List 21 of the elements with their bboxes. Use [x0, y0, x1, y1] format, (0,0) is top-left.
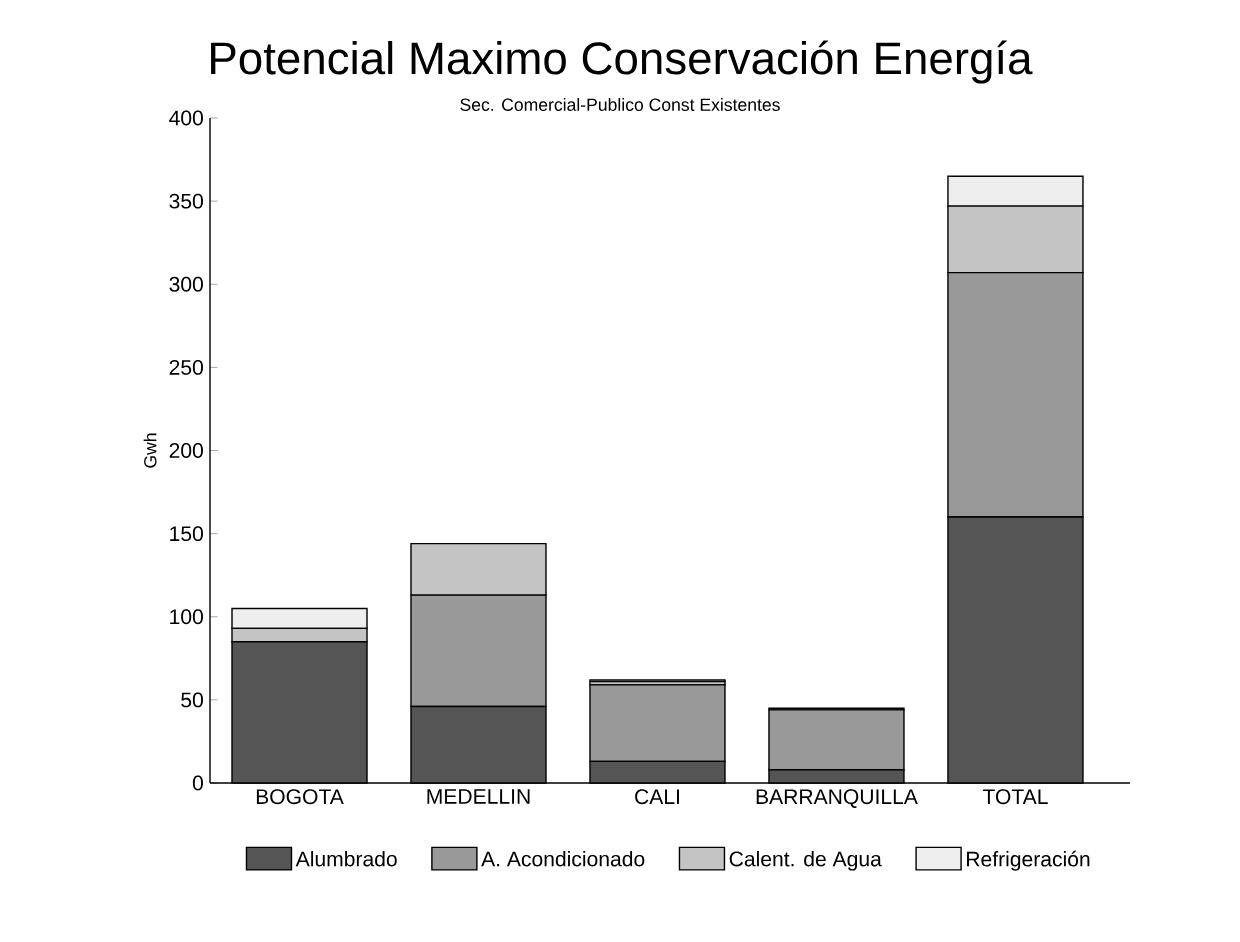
legend-label: Calent. de Agua [729, 850, 882, 871]
y-tick-label: 400 [169, 110, 203, 126]
x-tick-label: BARRANQUILLA [756, 789, 918, 808]
y-tick-label: 250 [169, 359, 203, 375]
y-tick-label: 100 [170, 609, 203, 625]
x-tick-label: BOGOTA [256, 789, 344, 805]
y-tick-label: 200 [169, 443, 203, 458]
chart-title: Potencial Maximo Conservación Energía [211, 40, 1033, 84]
chart-subtitle: Sec. Comercial-Publico Const Existentes [460, 98, 780, 111]
y-tick-label: 50 [181, 692, 203, 708]
y-axis-title: Gwh [143, 433, 157, 468]
x-tick-label: TOTAL [982, 789, 1048, 805]
legend-label: Alumbrado [295, 850, 397, 867]
x-tick-label: MEDELLIN [427, 789, 530, 804]
x-tick-label: CALI [635, 789, 679, 805]
y-tick-label: 150 [170, 526, 203, 542]
y-tick-label: 300 [169, 276, 203, 292]
legend-label: Refrigeración [967, 850, 1090, 871]
y-tick-label: 0 [192, 775, 203, 791]
legend-label: A. Acondicionado [481, 850, 645, 867]
y-tick-label: 350 [169, 193, 203, 209]
